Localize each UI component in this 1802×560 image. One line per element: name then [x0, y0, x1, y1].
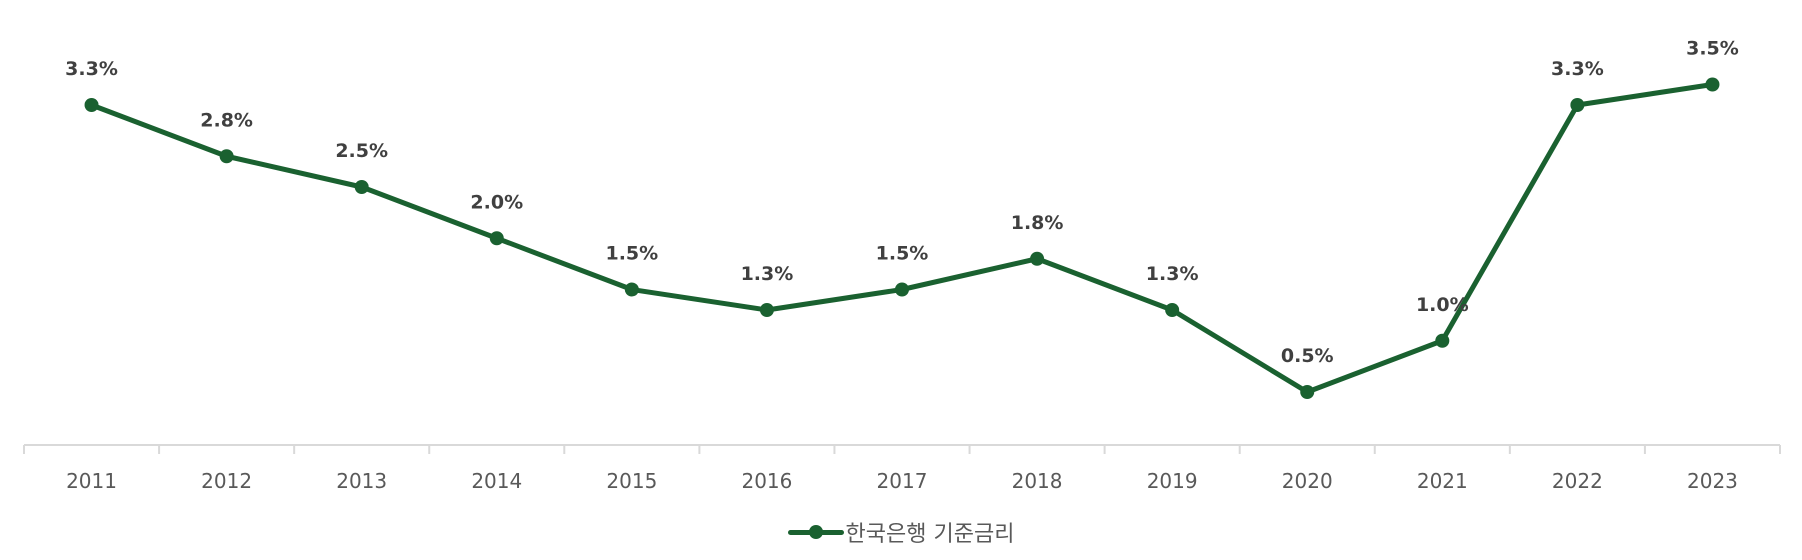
data-point-marker: [1705, 77, 1720, 92]
x-tick-label: 2013: [336, 469, 387, 493]
data-point-marker: [354, 180, 369, 194]
series-markers: [84, 77, 1720, 399]
x-tick-labels: 2011 2012 2013 2014 2015 2016 2017 2018 2019 2020…: [66, 469, 1738, 493]
data-labels: 3.3% 2.8% 2.5% 2.0% 1.5% 1.3% 1.5% 1.8% 1.3% 0.5%…: [65, 38, 1739, 368]
data-label: 1.8%: [1011, 212, 1064, 234]
data-label: 3.3%: [65, 58, 118, 80]
data-point-marker: [895, 282, 909, 297]
data-point-marker: [1300, 385, 1315, 399]
data-point-marker: [1570, 98, 1585, 112]
x-tick-label: 2012: [201, 469, 252, 493]
data-point-marker: [759, 303, 774, 317]
x-tick-label: 2023: [1687, 469, 1738, 493]
data-label: 0.5%: [1281, 345, 1334, 367]
data-point-marker: [219, 149, 234, 164]
x-tick-label: 2014: [471, 469, 522, 493]
legend-label: 한국은행 기준금리: [845, 522, 1015, 547]
data-label: 2.5%: [335, 140, 388, 162]
rate-line: [89, 82, 1715, 395]
data-point-marker: [489, 231, 504, 246]
x-tick-label: 2017: [877, 469, 928, 493]
data-point-marker: [84, 98, 99, 112]
data-label: 1.3%: [1146, 263, 1199, 285]
data-point-marker: [1030, 251, 1045, 266]
x-tick-label: 2022: [1552, 469, 1603, 493]
data-point-marker: [1435, 333, 1450, 348]
x-tick-label: 2015: [606, 469, 657, 493]
data-point-marker: [624, 282, 639, 297]
x-tick-label: 2021: [1417, 469, 1468, 493]
data-label: 1.0%: [1416, 294, 1469, 316]
data-label: 1.5%: [876, 243, 929, 265]
data-label: 2.0%: [470, 191, 523, 213]
series-line: [89, 82, 1715, 395]
data-label: 1.5%: [605, 243, 658, 265]
x-tick-label: 2019: [1147, 469, 1198, 493]
data-label: 1.3%: [741, 263, 794, 285]
x-tick-label: 2020: [1282, 469, 1333, 493]
x-tick-label: 2011: [66, 469, 117, 493]
data-label: 2.8%: [200, 109, 253, 131]
data-point-marker: [1165, 303, 1180, 317]
data-label: 3.5%: [1686, 38, 1739, 60]
plot-area: 3.3% 2.8% 2.5% 2.0% 1.5% 1.3% 1.5% 1.8% 1.3% 0.5%…: [23, 38, 1781, 493]
legend-line-marker-icon: [787, 522, 844, 542]
x-tick-label: 2016: [741, 469, 792, 493]
x-axis: [23, 444, 1781, 454]
x-tick-label: 2018: [1012, 469, 1063, 493]
legend: 한국은행 기준금리: [0, 516, 1802, 548]
data-label: 3.3%: [1551, 58, 1604, 80]
